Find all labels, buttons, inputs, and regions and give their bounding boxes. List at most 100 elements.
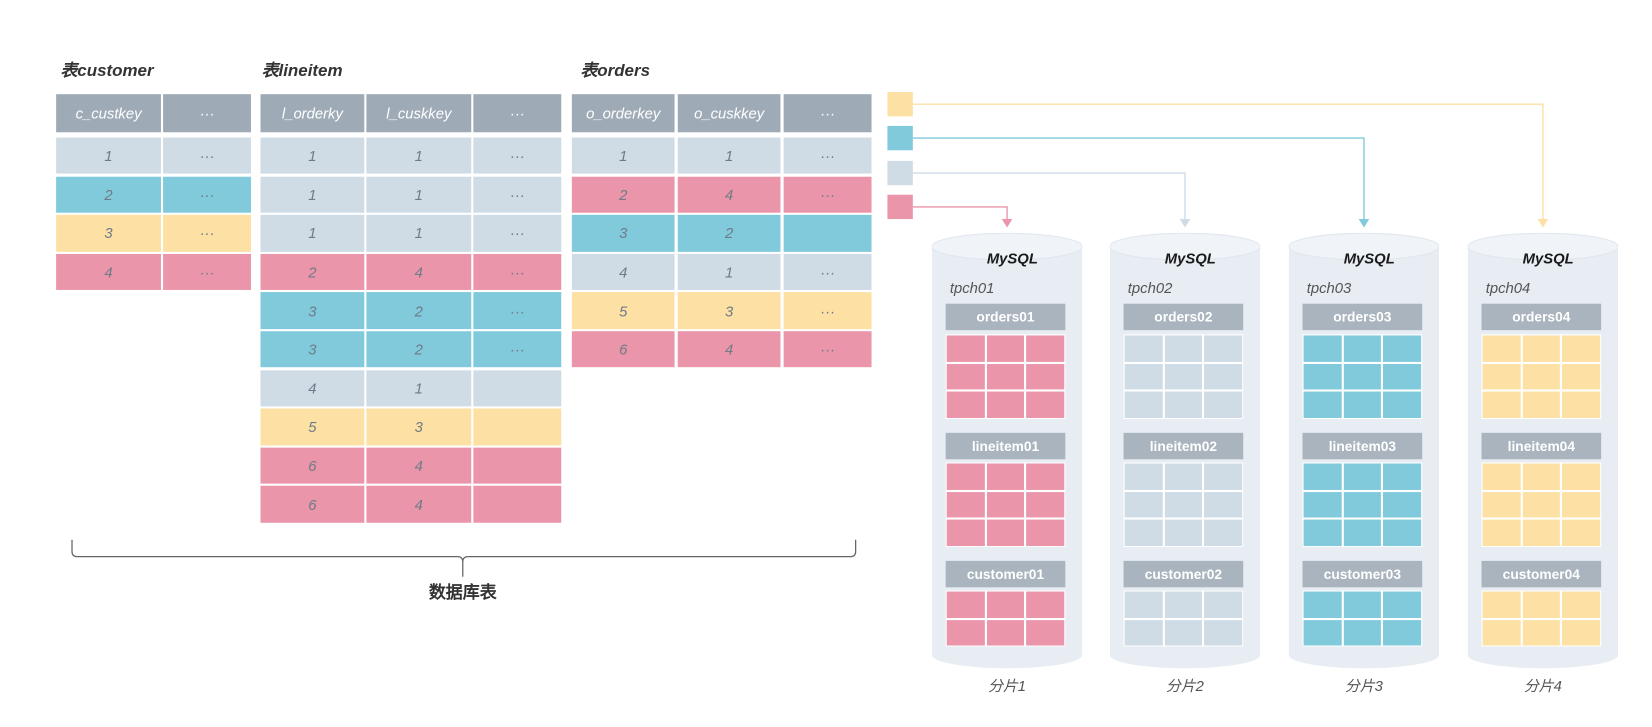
grid-cell [1303,335,1342,362]
table-cell: 1 [260,176,365,213]
grid-cell [1482,519,1521,547]
table-cell: ··· [473,331,562,368]
column-header: o_cuskkey [677,94,781,133]
grid-cell [1164,391,1203,418]
table-cell: 4 [56,253,161,291]
table-cell: 4 [677,331,781,368]
grid-cell [986,491,1025,518]
grid-cell [1383,363,1422,390]
grid-cell [1482,363,1521,390]
table-cell: ··· [783,253,872,291]
grid-cell [1562,619,1601,646]
table-cell: 1 [366,176,472,213]
shard-label: 分片1 [988,677,1027,695]
grid-cell [1303,619,1342,646]
grid-cell [1482,491,1521,518]
shard-table-grid [1302,590,1423,647]
grid-cell [1204,391,1243,418]
grid-cell [946,591,985,618]
shard-table-name: customer03 [1302,560,1423,588]
route-line [912,206,1008,222]
grid-cell [1026,519,1065,547]
route-arrowhead [1537,219,1549,228]
table-cell: ··· [163,137,251,174]
grid-cell [1026,335,1065,362]
grid-cell [1164,363,1203,390]
grid-cell [986,391,1025,418]
grid-cell [1562,391,1601,418]
grid-cell [1522,463,1561,490]
table-cell: 1 [366,215,472,252]
table-cell: ··· [783,176,872,213]
shard-table-name: orders03 [1302,303,1423,331]
grid-cell [986,591,1025,618]
grid-cell [1204,463,1243,490]
table-cell [473,447,562,484]
shard-table-grid [1481,590,1602,647]
grid-cell [1204,335,1243,362]
grid-cell [1522,391,1561,418]
table-cell: 1 [677,137,781,174]
table-cell: 6 [260,486,365,523]
grid-cell [1343,591,1382,618]
grid-cell [1383,335,1422,362]
route-arrowhead [1001,219,1013,228]
shard-table-name: orders02 [1123,303,1244,331]
shard-table-grid [1123,462,1244,548]
grid-cell [946,363,985,390]
grid-cell [1522,619,1561,646]
database-name: tpch02 [1127,279,1173,297]
shard-table-name: orders01 [945,303,1066,331]
database-engine-label: MySQL [1343,249,1395,267]
grid-cell [986,519,1025,547]
table-title: 表lineitem [261,62,343,81]
database-engine-label: MySQL [986,249,1038,267]
table-cell: 3 [677,292,781,329]
shard-color-key [887,92,913,117]
table-cell: 6 [571,331,675,368]
grid-cell [1482,391,1521,418]
grid-cell [1562,363,1601,390]
table-cell: 1 [260,137,365,174]
grid-cell [1026,463,1065,490]
table-cell: 4 [366,486,472,523]
table-cell: 4 [366,447,472,484]
table-cell: 3 [260,331,365,368]
route-line [912,172,1186,222]
grid-cell [1026,363,1065,390]
table-cell: 1 [677,253,781,291]
shard-table-name: orders04 [1481,303,1602,331]
table-cell [783,215,872,252]
grid-cell [1562,519,1601,547]
grid-cell [1164,491,1203,518]
grid-cell [1164,619,1203,646]
grid-cell [946,391,985,418]
grid-cell [1124,519,1163,547]
grid-cell [1026,619,1065,646]
grid-cell [1343,491,1382,518]
grid-cell [946,491,985,518]
cylinder-top [1467,232,1619,261]
table-cell: 4 [677,176,781,213]
table-cell: 1 [366,137,472,174]
grid-cell [1124,491,1163,518]
table-cell: 1 [571,137,675,174]
shard-color-key [887,125,913,151]
grid-cell [946,463,985,490]
shard-table-name: lineitem03 [1302,432,1423,460]
table-cell: 2 [366,331,472,368]
shard-table-grid [945,590,1066,647]
table-cell: 5 [571,292,675,329]
column-header: ··· [783,94,872,133]
grid-cell [1124,391,1163,418]
grid-cell [1562,463,1601,490]
table-cell: 1 [56,137,161,174]
grid-cell [1164,519,1203,547]
table-cell: 3 [56,215,161,252]
shard-table-grid [945,462,1066,548]
grid-cell [1164,463,1203,490]
grid-cell [1522,491,1561,518]
database-engine-label: MySQL [1522,249,1574,267]
grid-cell [946,619,985,646]
shard-1: MySQL tpch01 orders01 lineitem01 customer01 分… [931,232,1083,699]
